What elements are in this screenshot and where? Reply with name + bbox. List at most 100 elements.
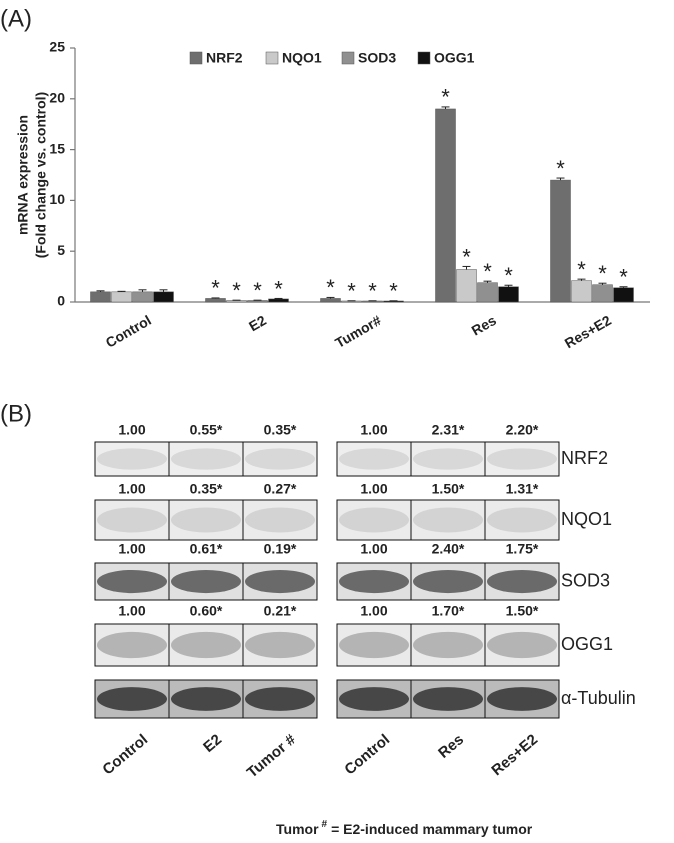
blot-band: [339, 631, 409, 659]
y-tick-label: 10: [49, 191, 65, 207]
significance-mark: *: [556, 156, 565, 181]
bar: [132, 291, 153, 303]
blot-band: [339, 448, 409, 470]
significance-mark: *: [274, 276, 283, 301]
row-label: SOD3: [561, 570, 610, 590]
blot-band: [97, 631, 167, 659]
quantification-label: 1.75*: [506, 541, 539, 557]
legend-swatch: [189, 51, 203, 65]
bar: [571, 280, 592, 303]
quantification-label: 1.00: [360, 481, 387, 497]
blot-band: [97, 507, 167, 533]
blot-band: [339, 569, 409, 594]
y-axis-label: mRNA expression: [15, 115, 31, 235]
bar: [613, 287, 634, 303]
quantification-label: 2.31*: [432, 422, 465, 438]
legend-label: OGG1: [434, 50, 475, 66]
bar: [456, 269, 477, 303]
panel-label: (A): [0, 5, 32, 32]
blot-band: [245, 507, 315, 533]
blot-band: [487, 507, 557, 533]
significance-mark: *: [577, 257, 586, 282]
blot-band: [413, 569, 483, 594]
lane-label: E2: [200, 731, 225, 756]
blot-band: [97, 448, 167, 470]
y-tick-label: 5: [57, 242, 65, 258]
quantification-label: 0.21*: [264, 603, 297, 619]
significance-mark: *: [462, 244, 471, 269]
footnote-text: Tumor: [276, 821, 319, 837]
quantification-label: 0.60*: [190, 603, 223, 619]
bar: [477, 282, 498, 303]
blot-band: [245, 687, 315, 711]
row-label: α-Tubulin: [561, 688, 636, 708]
blot-band: [487, 687, 557, 711]
footnote: Tumor # = E2-induced mammary tumor: [276, 819, 533, 837]
quantification-label: 0.19*: [264, 541, 297, 557]
legend-swatch: [417, 51, 431, 65]
significance-mark: *: [619, 265, 628, 290]
quantification-label: 1.00: [360, 603, 387, 619]
quantification-label: 1.00: [360, 422, 387, 438]
bar: [111, 291, 132, 303]
footnote-sup: #: [322, 819, 328, 830]
quantification-label: 0.55*: [190, 422, 223, 438]
lane-label: Control: [99, 731, 151, 778]
lane-label: Tumor #: [244, 731, 300, 782]
legend-swatch: [265, 51, 279, 65]
quantification-label: 1.50*: [432, 481, 465, 497]
blot-band: [245, 631, 315, 659]
footnote-text: = E2-induced mammary tumor: [331, 821, 533, 837]
legend-label: SOD3: [358, 50, 396, 66]
y-axis-label: (Fold change vs. control): [33, 92, 49, 258]
legend-label: NRF2: [206, 50, 243, 66]
lane-label: Res: [435, 731, 467, 762]
significance-mark: *: [368, 279, 377, 304]
blot-band: [171, 687, 241, 711]
significance-mark: *: [441, 85, 450, 110]
bar: [90, 291, 111, 303]
blot-band: [413, 631, 483, 659]
quantification-label: 0.35*: [190, 481, 223, 497]
blot-band: [97, 569, 167, 594]
blot-band: [339, 687, 409, 711]
y-tick-label: 20: [49, 90, 65, 106]
quantification-label: 1.31*: [506, 481, 539, 497]
lane-label: Control: [341, 731, 393, 778]
bar: [435, 108, 456, 303]
bar: [498, 286, 519, 303]
blot-band: [171, 448, 241, 470]
x-tick-label: E2: [246, 312, 269, 335]
significance-mark: *: [326, 275, 335, 300]
significance-mark: *: [598, 261, 607, 286]
quantification-label: 1.50*: [506, 603, 539, 619]
bar: [153, 291, 174, 303]
blot-band: [245, 569, 315, 594]
row-label: OGG1: [561, 634, 613, 654]
x-tick-label: Control: [103, 312, 154, 351]
quantification-label: 1.00: [118, 481, 145, 497]
lane-label: Res+E2: [488, 731, 541, 779]
row-label: NQO1: [561, 509, 612, 529]
y-tick-label: 15: [49, 140, 65, 156]
x-tick-label: Res: [469, 312, 499, 339]
blot-band: [487, 448, 557, 470]
blot-band: [487, 631, 557, 659]
blot-band: [339, 507, 409, 533]
blot-band: [487, 569, 557, 594]
quantification-label: 1.00: [118, 603, 145, 619]
quantification-label: 2.40*: [432, 541, 465, 557]
quantification-label: 1.00: [360, 541, 387, 557]
quantification-label: 2.20*: [506, 422, 539, 438]
blot-band: [413, 448, 483, 470]
panel-label: (B): [0, 400, 32, 427]
significance-mark: *: [389, 279, 398, 304]
significance-mark: *: [211, 276, 220, 301]
y-tick-label: 0: [57, 293, 65, 309]
legend-label: NQO1: [282, 50, 322, 66]
quantification-label: 1.70*: [432, 603, 465, 619]
x-tick-label: Tumor#: [332, 312, 384, 351]
quantification-label: 0.27*: [264, 481, 297, 497]
blot-band: [171, 569, 241, 594]
